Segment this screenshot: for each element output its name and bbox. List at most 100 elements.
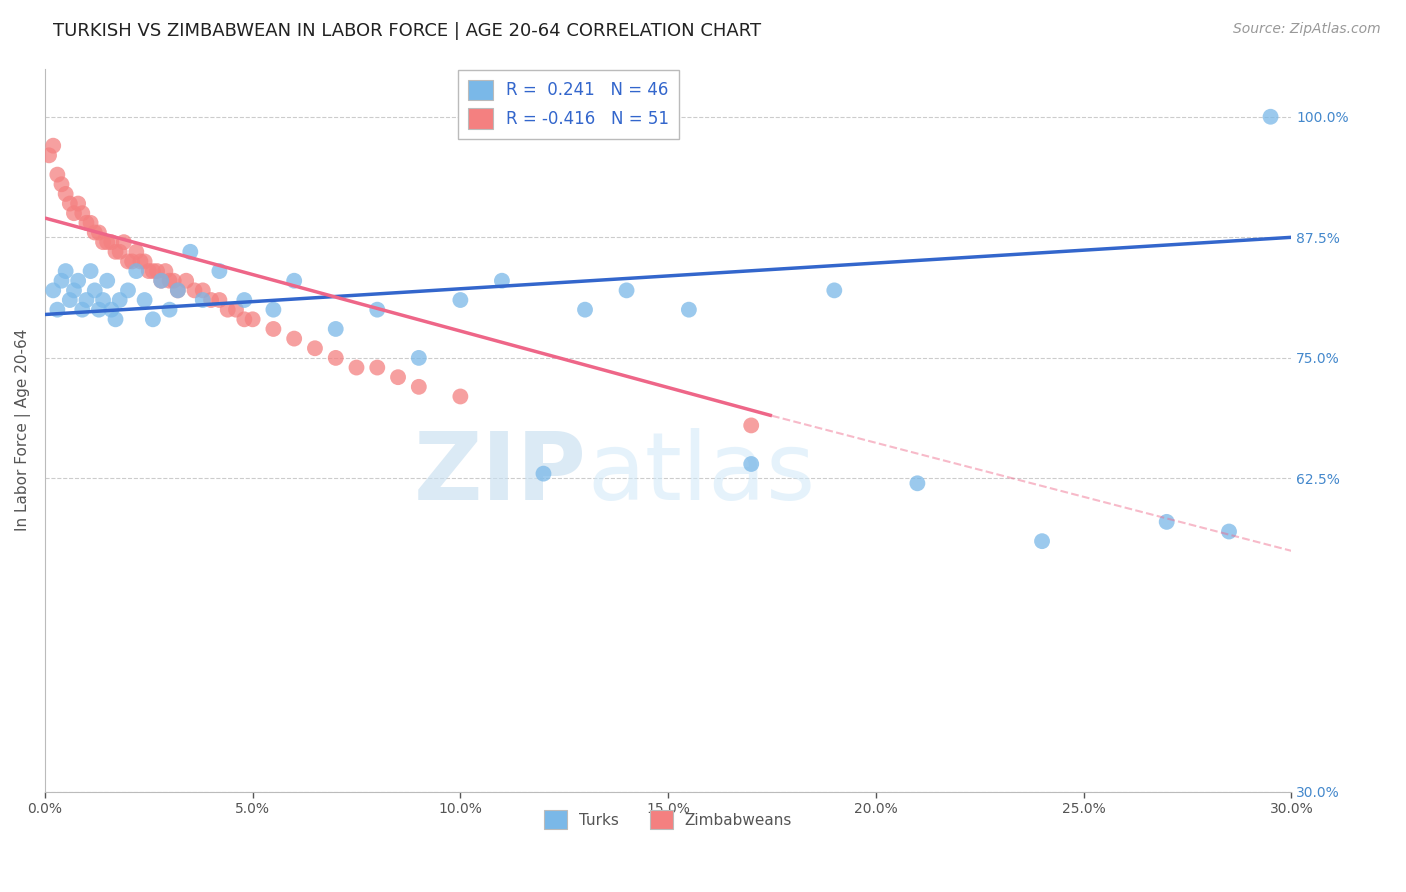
Point	[166, 284, 188, 298]
Point	[91, 235, 114, 249]
Point	[366, 360, 388, 375]
Point	[75, 216, 97, 230]
Point	[59, 196, 82, 211]
Point	[51, 178, 73, 192]
Point	[112, 235, 135, 249]
Point	[59, 293, 82, 307]
Point	[46, 302, 69, 317]
Point	[740, 457, 762, 471]
Point	[79, 216, 101, 230]
Point	[346, 360, 368, 375]
Point	[283, 332, 305, 346]
Point	[262, 302, 284, 317]
Point	[823, 284, 845, 298]
Point	[75, 293, 97, 307]
Point	[449, 389, 471, 403]
Point	[183, 284, 205, 298]
Point	[325, 351, 347, 365]
Point	[51, 274, 73, 288]
Point	[616, 284, 638, 298]
Point	[125, 244, 148, 259]
Point	[163, 274, 186, 288]
Point	[108, 293, 131, 307]
Point	[150, 274, 173, 288]
Point	[449, 293, 471, 307]
Point	[283, 274, 305, 288]
Point	[72, 302, 94, 317]
Point	[117, 284, 139, 298]
Point	[83, 226, 105, 240]
Point	[67, 196, 90, 211]
Point	[46, 168, 69, 182]
Point	[174, 274, 197, 288]
Point	[155, 264, 177, 278]
Point	[104, 312, 127, 326]
Point	[100, 302, 122, 317]
Point	[200, 293, 222, 307]
Point	[233, 312, 256, 326]
Point	[96, 235, 118, 249]
Point	[166, 284, 188, 298]
Point	[905, 476, 928, 491]
Point	[225, 302, 247, 317]
Point	[304, 341, 326, 355]
Point	[740, 418, 762, 433]
Point	[63, 206, 86, 220]
Point	[217, 302, 239, 317]
Point	[159, 274, 181, 288]
Point	[262, 322, 284, 336]
Point	[129, 254, 152, 268]
Point	[491, 274, 513, 288]
Point	[100, 235, 122, 249]
Point	[1156, 515, 1178, 529]
Point	[108, 244, 131, 259]
Point	[142, 312, 165, 326]
Point	[42, 284, 65, 298]
Point	[574, 302, 596, 317]
Point	[38, 148, 60, 162]
Point	[72, 206, 94, 220]
Point	[134, 254, 156, 268]
Point	[63, 284, 86, 298]
Text: ZIP: ZIP	[415, 427, 588, 520]
Point	[242, 312, 264, 326]
Point	[79, 264, 101, 278]
Point	[233, 293, 256, 307]
Point	[1260, 110, 1282, 124]
Point	[208, 293, 231, 307]
Legend: Turks, Zimbabweans: Turks, Zimbabweans	[538, 804, 799, 835]
Point	[533, 467, 555, 481]
Point	[87, 226, 110, 240]
Point	[134, 293, 156, 307]
Point	[150, 274, 173, 288]
Point	[83, 284, 105, 298]
Point	[191, 293, 214, 307]
Point	[159, 302, 181, 317]
Point	[191, 284, 214, 298]
Point	[678, 302, 700, 317]
Point	[1218, 524, 1240, 539]
Point	[142, 264, 165, 278]
Point	[104, 244, 127, 259]
Text: TURKISH VS ZIMBABWEAN IN LABOR FORCE | AGE 20-64 CORRELATION CHART: TURKISH VS ZIMBABWEAN IN LABOR FORCE | A…	[53, 22, 762, 40]
Point	[1031, 534, 1053, 549]
Point	[96, 274, 118, 288]
Point	[121, 254, 143, 268]
Point	[408, 380, 430, 394]
Point	[408, 351, 430, 365]
Point	[179, 244, 201, 259]
Text: atlas: atlas	[588, 427, 815, 520]
Point	[91, 293, 114, 307]
Point	[67, 274, 90, 288]
Point	[87, 302, 110, 317]
Text: Source: ZipAtlas.com: Source: ZipAtlas.com	[1233, 22, 1381, 37]
Point	[125, 264, 148, 278]
Point	[208, 264, 231, 278]
Y-axis label: In Labor Force | Age 20-64: In Labor Force | Age 20-64	[15, 329, 31, 532]
Point	[387, 370, 409, 384]
Point	[138, 264, 160, 278]
Point	[117, 254, 139, 268]
Point	[42, 138, 65, 153]
Point	[55, 264, 77, 278]
Point	[55, 186, 77, 201]
